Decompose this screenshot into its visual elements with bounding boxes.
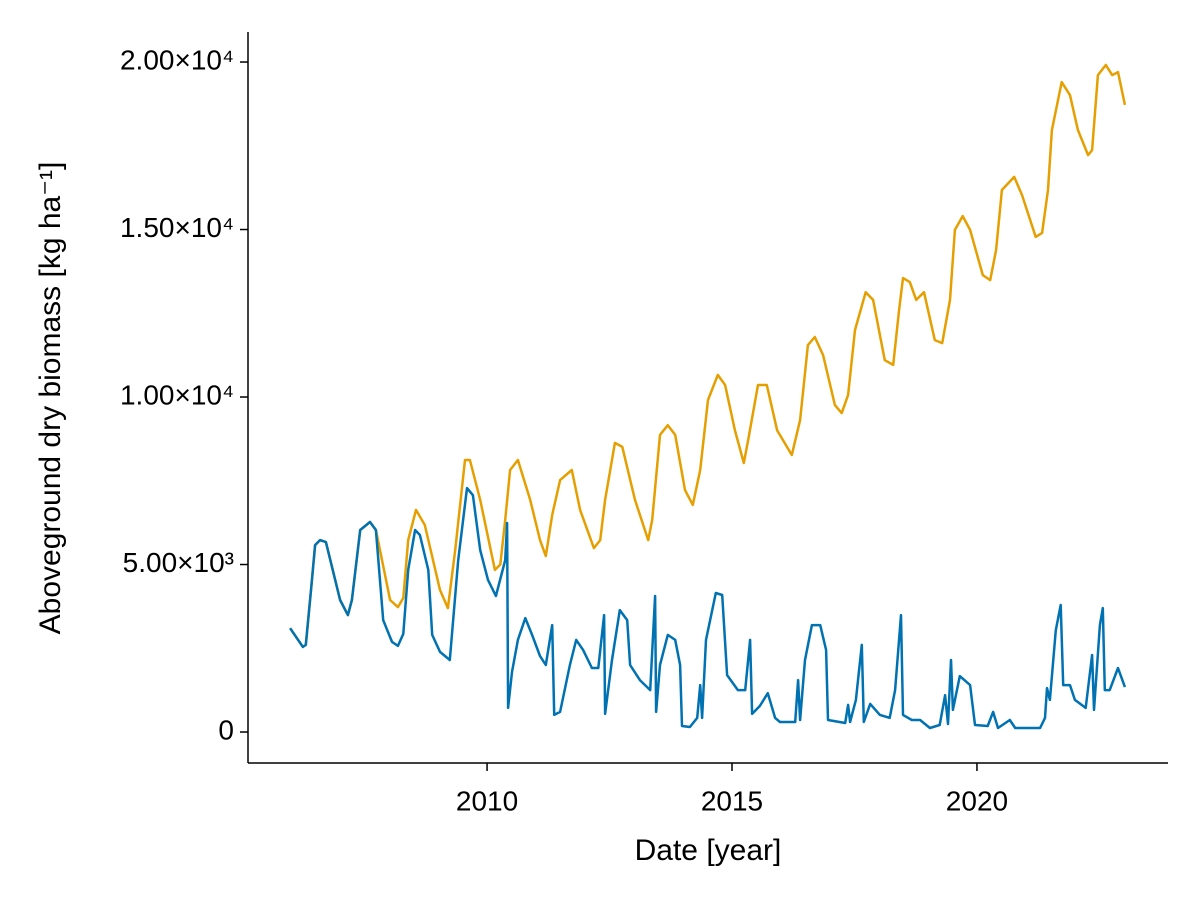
x-axis-label: Date [year] bbox=[635, 834, 782, 867]
y-tick-label: 0 bbox=[218, 714, 234, 745]
y-tick-label: 1.50×10⁴ bbox=[120, 212, 234, 243]
x-tick-label: 2015 bbox=[701, 785, 763, 816]
y-axis-label: Aboveground dry biomass [kg ha⁻¹] bbox=[34, 162, 67, 635]
x-tick-label: 2020 bbox=[946, 785, 1008, 816]
y-tick-label: 5.00×10³ bbox=[123, 547, 234, 578]
y-tick-label: 1.00×10⁴ bbox=[120, 379, 234, 410]
series-line bbox=[289, 486, 1127, 730]
y-tick-label: 2.00×10⁴ bbox=[120, 44, 234, 75]
x-tick-label: 2010 bbox=[456, 785, 518, 816]
series-line bbox=[289, 63, 1127, 649]
